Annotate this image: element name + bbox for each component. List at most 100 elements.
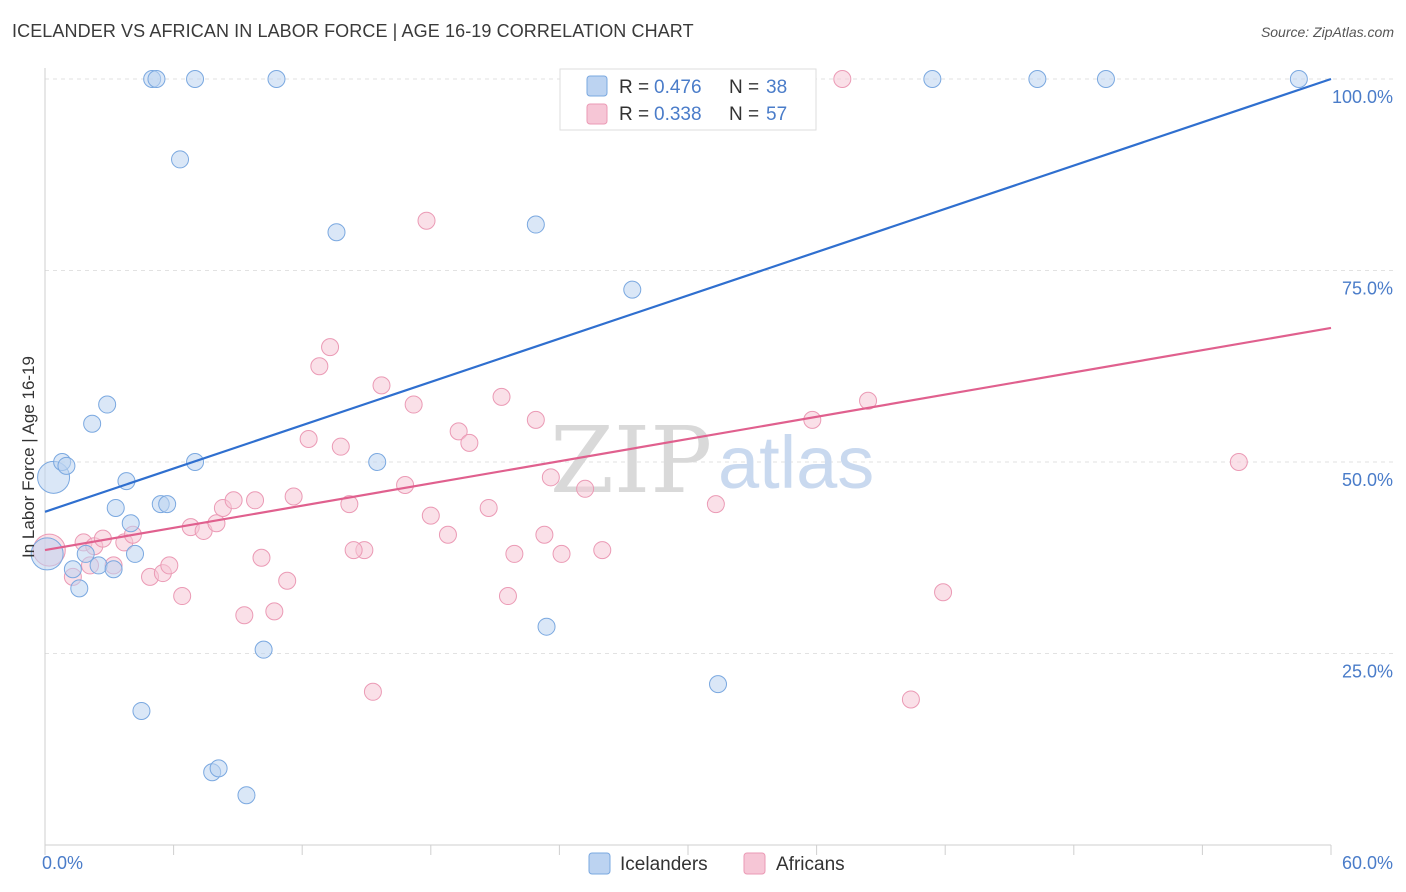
grid-lines — [45, 78, 1395, 654]
icelanders-point-3 — [57, 456, 76, 475]
legend-n-value-icelanders: 38 — [766, 77, 787, 98]
africans-point-43 — [526, 410, 545, 429]
icelanders-point-21 — [186, 70, 205, 88]
icelanders-point-31 — [537, 617, 556, 636]
icelanders-point-30 — [526, 215, 545, 234]
icelanders-point-9 — [89, 556, 108, 575]
africans-point-28 — [340, 495, 359, 514]
icelanders-point-20 — [171, 150, 190, 169]
africans-point-55 — [344, 541, 363, 560]
legend-swatch-icelanders — [586, 75, 608, 97]
africans-point-12 — [173, 587, 192, 606]
africans-point-17 — [224, 491, 243, 510]
africans-point-34 — [417, 211, 436, 230]
africans-point-15 — [207, 514, 226, 533]
icelanders-point-15 — [132, 701, 151, 720]
africans-point-19 — [246, 491, 265, 510]
legend-r-label-africans: R = — [619, 104, 649, 125]
africans-point-20 — [252, 548, 271, 567]
y-tick-label-3: 25.0% — [1342, 662, 1393, 682]
icelanders-point-24 — [209, 759, 228, 778]
icelanders-point-0 — [30, 537, 64, 571]
africans-point-35 — [421, 506, 440, 525]
icelanders-point-33 — [709, 675, 728, 694]
africans-point-54 — [1229, 453, 1248, 471]
africans-point-30 — [363, 682, 382, 701]
icelanders-point-11 — [106, 498, 125, 517]
trend-line-icelanders — [44, 77, 1332, 513]
icelanders-point-37 — [1289, 70, 1308, 88]
icelanders-point-32 — [623, 280, 642, 299]
africans-point-24 — [299, 430, 318, 449]
africans-point-49 — [803, 410, 822, 429]
icelanders-point-13 — [121, 514, 140, 533]
icelanders-point-10 — [104, 560, 123, 579]
africans-point-18 — [235, 606, 254, 625]
africans-point-39 — [479, 498, 498, 517]
bottom-legend-swatch-africans — [743, 852, 766, 875]
icelanders-point-27 — [267, 70, 286, 88]
africans-point-46 — [576, 479, 595, 498]
icelanders-point-17 — [147, 70, 166, 88]
bottom-legend-label-icelanders: Icelanders — [620, 854, 708, 875]
icelanders-point-8 — [98, 395, 117, 414]
icelanders-point-5 — [70, 579, 89, 598]
legend-r-value-icelanders: 0.476 — [654, 77, 702, 98]
icelanders-point-4 — [63, 560, 82, 579]
y-tick-label-0: 100.0% — [1332, 87, 1393, 107]
watermark: ZIP atlas — [550, 407, 874, 514]
icelanders-point-36 — [1096, 70, 1115, 88]
icelanders-point-34 — [923, 70, 942, 88]
africans-point-41 — [498, 587, 517, 606]
y-tick-label-1: 75.0% — [1342, 279, 1393, 299]
africans-point-26 — [321, 338, 340, 357]
x-tick-label-min: 0.0% — [42, 853, 83, 873]
x-tick-label-max: 60.0% — [1342, 853, 1393, 873]
africans-point-51 — [859, 391, 878, 410]
africans-point-21 — [265, 602, 284, 621]
africans-point-23 — [284, 487, 303, 506]
icelanders-point-19 — [158, 495, 177, 514]
icelanders-point-28 — [327, 223, 346, 242]
icelanders-point-6 — [76, 544, 95, 563]
bottom-legend-swatch-icelanders — [588, 852, 611, 875]
africans-point-25 — [310, 357, 329, 376]
africans-point-52 — [901, 690, 920, 709]
africans-point-53 — [934, 583, 953, 602]
africans-point-38 — [460, 433, 479, 452]
africans-point-42 — [505, 544, 524, 563]
africans-point-48 — [706, 495, 725, 514]
africans-point-22 — [278, 571, 297, 590]
bottom-legend-label-africans: Africans — [776, 854, 845, 875]
africans-point-36 — [438, 525, 457, 544]
icelanders-point-25 — [237, 786, 256, 805]
legend-swatch-africans — [586, 103, 608, 125]
y-axis-label: In Labor Force | Age 16-19 — [19, 356, 38, 558]
icelanders-point-7 — [83, 414, 102, 433]
africans-point-56 — [535, 525, 554, 544]
africans-point-37 — [449, 422, 468, 441]
y-tick-label-2: 50.0% — [1342, 470, 1393, 490]
icelanders-point-14 — [126, 544, 145, 563]
africans-point-27 — [331, 437, 350, 456]
africans-point-31 — [372, 376, 391, 395]
y-tick-labels: 100.0% 75.0% 50.0% 25.0% — [1332, 87, 1393, 682]
africans-point-40 — [492, 387, 511, 406]
legend-r-value-africans: 0.338 — [654, 104, 702, 125]
africans-point-45 — [552, 544, 571, 563]
africans-point-33 — [404, 395, 423, 414]
series-icelanders — [30, 70, 1308, 805]
x-axis-ticks — [44, 845, 1332, 855]
chart-title: ICELANDER VS AFRICAN IN LABOR FORCE | AG… — [12, 21, 694, 41]
icelanders-point-29 — [368, 453, 387, 471]
legend-box: R = 0.476 N = 38 R = 0.338 N = 57 — [559, 68, 817, 131]
legend-n-value-africans: 57 — [766, 104, 787, 125]
africans-point-47 — [593, 541, 612, 560]
africans-point-32 — [396, 475, 415, 494]
bottom-legend: Icelanders Africans — [588, 852, 845, 875]
watermark-zip: ZIP — [550, 407, 712, 514]
trend-line-africans — [44, 326, 1332, 552]
africans-point-44 — [541, 468, 560, 487]
legend-n-label-africans: N = — [729, 104, 759, 125]
